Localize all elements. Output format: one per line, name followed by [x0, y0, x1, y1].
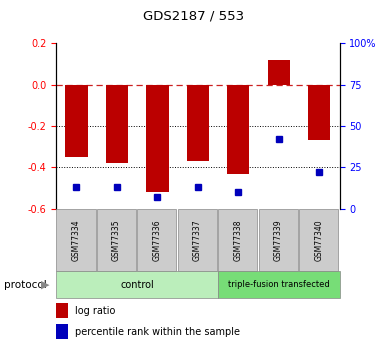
Bar: [299, 209, 338, 271]
Bar: [218, 271, 340, 298]
Text: GSM77339: GSM77339: [274, 219, 283, 260]
Text: GDS2187 / 553: GDS2187 / 553: [144, 9, 244, 22]
Text: GSM77335: GSM77335: [112, 219, 121, 260]
Text: GSM77340: GSM77340: [314, 219, 323, 260]
Bar: [187, 85, 209, 161]
Text: GSM77337: GSM77337: [193, 219, 202, 260]
Bar: [56, 303, 68, 318]
Bar: [268, 60, 290, 85]
Bar: [97, 209, 136, 271]
Bar: [146, 85, 168, 192]
Text: triple-fusion transfected: triple-fusion transfected: [228, 280, 330, 289]
Bar: [56, 324, 68, 339]
Text: GSM77334: GSM77334: [71, 219, 80, 260]
Text: protocol: protocol: [4, 280, 47, 289]
Bar: [218, 209, 257, 271]
Bar: [106, 85, 128, 163]
Bar: [56, 209, 95, 271]
Bar: [65, 85, 88, 157]
Text: GSM77336: GSM77336: [152, 219, 161, 260]
Text: control: control: [120, 280, 154, 289]
Text: ▶: ▶: [41, 280, 49, 289]
Text: percentile rank within the sample: percentile rank within the sample: [74, 327, 240, 337]
Bar: [178, 209, 217, 271]
Bar: [258, 209, 298, 271]
Bar: [137, 209, 177, 271]
Text: log ratio: log ratio: [74, 306, 115, 315]
Bar: [227, 85, 249, 174]
Bar: [56, 271, 218, 298]
Text: GSM77338: GSM77338: [233, 219, 242, 260]
Bar: [308, 85, 331, 140]
